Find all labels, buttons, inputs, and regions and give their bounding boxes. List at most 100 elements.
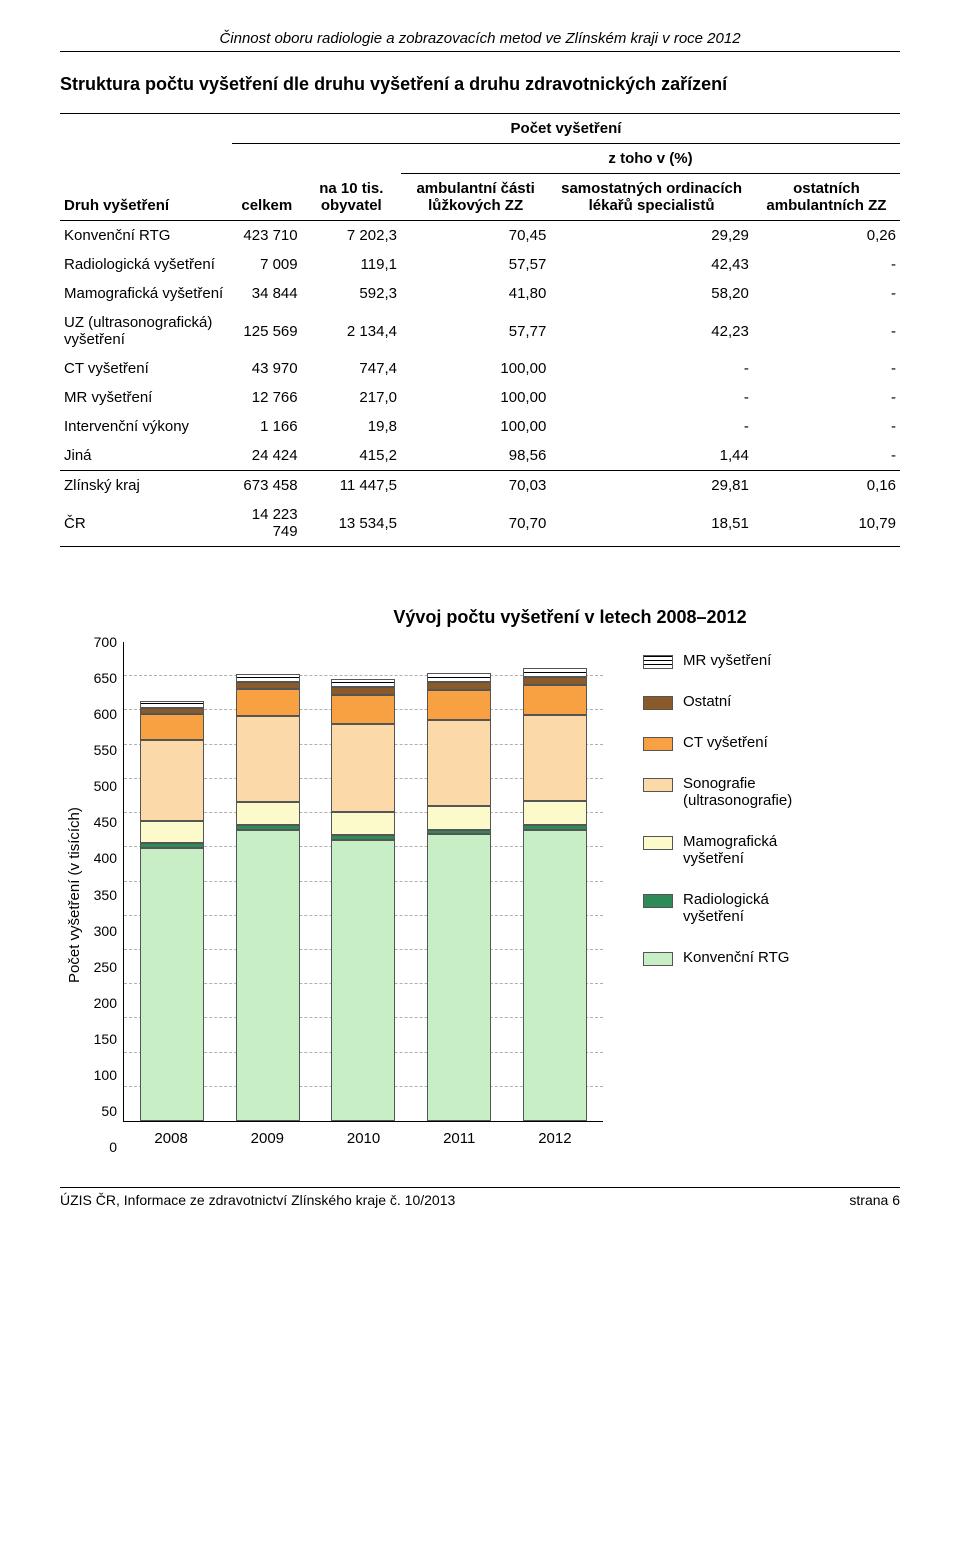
legend-label: Mamografická vyšetření — [683, 833, 833, 867]
col-druh: Druh vyšetření — [60, 114, 232, 221]
bar-segment — [140, 821, 204, 844]
bar-column — [427, 673, 491, 1121]
x-tick-label: 2009 — [251, 1130, 284, 1147]
y-tick: 450 — [94, 814, 117, 830]
bar-column — [140, 701, 204, 1121]
y-tick: 150 — [94, 1031, 117, 1047]
legend: MR vyšetření Ostatní CT vyšetření Sonografi… — [643, 642, 833, 966]
bar-segment — [427, 690, 491, 719]
y-tick: 550 — [94, 742, 117, 758]
bar-segment — [140, 714, 204, 740]
legend-item: Konvenční RTG — [643, 949, 833, 966]
legend-item: Sonografie (ultrasonografie) — [643, 775, 833, 809]
legend-label: Ostatní — [683, 693, 731, 710]
table-summary-row: Zlínský kraj673 45811 447,570,0329,810,1… — [60, 471, 900, 501]
legend-label: Sonografie (ultrasonografie) — [683, 775, 833, 809]
legend-label: Radiologická vyšetření — [683, 891, 833, 925]
bar-segment — [236, 716, 300, 802]
bar-segment — [236, 674, 300, 682]
footer: ÚZIS ČR, Informace ze zdravotnictví Zlín… — [60, 1187, 900, 1208]
bar-segment — [236, 682, 300, 689]
col-amb: ambulantní části lůžkových ZZ — [401, 174, 550, 221]
bar-segment — [236, 830, 300, 1121]
col-sam: samostatných ordinacích lékařů specialis… — [550, 174, 753, 221]
bar-column — [236, 674, 300, 1121]
y-tick: 700 — [94, 634, 117, 650]
legend-item: Radiologická vyšetření — [643, 891, 833, 925]
legend-swatch — [643, 836, 673, 850]
bar-segment — [523, 677, 587, 685]
bar-segment — [427, 673, 491, 682]
table-row: Intervenční výkony1 16619,8100,00-- — [60, 412, 900, 441]
bar-segment — [140, 701, 204, 708]
bar-segment — [523, 685, 587, 715]
legend-label: MR vyšetření — [683, 652, 771, 669]
table-row: Mamografická vyšetření34 844592,341,8058… — [60, 279, 900, 308]
col-celkem: celkem — [232, 144, 302, 221]
legend-label: CT vyšetření — [683, 734, 768, 751]
bar-segment — [236, 802, 300, 825]
y-tick: 0 — [109, 1139, 117, 1155]
legend-swatch — [643, 655, 673, 669]
y-tick: 250 — [94, 959, 117, 975]
y-tick: 650 — [94, 670, 117, 686]
bar-segment — [427, 720, 491, 806]
legend-swatch — [643, 952, 673, 966]
y-tick: 500 — [94, 778, 117, 794]
bar-segment — [523, 668, 587, 677]
bar-column — [523, 668, 587, 1121]
table-row: MR vyšetření12 766217,0100,00-- — [60, 383, 900, 412]
bar-segment — [523, 830, 587, 1121]
table-row: UZ (ultrasonografická) vyšetření125 5692… — [60, 308, 900, 354]
sub-ztoho: z toho v (%) — [401, 144, 900, 174]
group-pocet: Počet vyšetření — [232, 114, 900, 144]
table-summary-row: ČR14 223 74913 534,570,7018,5110,79 — [60, 500, 900, 547]
data-table: Druh vyšetření Počet vyšetření celkem na… — [60, 113, 900, 547]
table-row: Radiologická vyšetření7 009119,157,5742,… — [60, 250, 900, 279]
bar-segment — [331, 687, 395, 695]
bar-segment — [331, 840, 395, 1121]
bar-column — [331, 679, 395, 1121]
x-tick-label: 2008 — [154, 1130, 187, 1147]
doc-header: Činnost oboru radiologie a zobrazovacích… — [60, 30, 900, 52]
table-row: Jiná24 424415,298,561,44- — [60, 441, 900, 471]
y-axis-label: Počet vyšetření (v tisících) — [60, 655, 83, 1135]
chart-container: Počet vyšetření (v tisících) 05010015020… — [60, 642, 900, 1147]
x-tick-label: 2011 — [443, 1130, 475, 1147]
bar-segment — [427, 682, 491, 690]
legend-item: Ostatní — [643, 693, 833, 710]
bar-segment — [331, 812, 395, 835]
legend-swatch — [643, 737, 673, 751]
bar-segment — [140, 740, 204, 821]
table-title: Struktura počtu vyšetření dle druhu vyše… — [60, 74, 900, 95]
y-tick: 350 — [94, 887, 117, 903]
legend-swatch — [643, 696, 673, 710]
bar-segment — [140, 848, 204, 1121]
y-tick: 600 — [94, 706, 117, 722]
legend-label: Konvenční RTG — [683, 949, 789, 966]
bar-segment — [427, 806, 491, 829]
x-tick-label: 2012 — [538, 1130, 571, 1147]
legend-item: CT vyšetření — [643, 734, 833, 751]
y-tick: 50 — [101, 1103, 117, 1119]
bar-segment — [523, 715, 587, 801]
legend-swatch — [643, 778, 673, 792]
y-tick: 200 — [94, 995, 117, 1011]
col-na10: na 10 tis. obyvatel — [302, 144, 401, 221]
legend-swatch — [643, 894, 673, 908]
bar-segment — [523, 801, 587, 825]
chart-title: Vývoj počtu vyšetření v letech 2008–2012 — [240, 607, 900, 628]
bar-segment — [236, 689, 300, 716]
x-tick-label: 2010 — [347, 1130, 380, 1147]
y-tick: 100 — [94, 1067, 117, 1083]
footer-left: ÚZIS ČR, Informace ze zdravotnictví Zlín… — [60, 1192, 455, 1208]
y-tick: 300 — [94, 923, 117, 939]
bar-segment — [331, 695, 395, 724]
bar-segment — [331, 679, 395, 687]
legend-item: MR vyšetření — [643, 652, 833, 669]
table-row: CT vyšetření43 970747,4100,00-- — [60, 354, 900, 383]
legend-item: Mamografická vyšetření — [643, 833, 833, 867]
col-ost: ostatních ambulantních ZZ — [753, 174, 900, 221]
footer-right: strana 6 — [849, 1192, 900, 1208]
bar-segment — [331, 724, 395, 812]
